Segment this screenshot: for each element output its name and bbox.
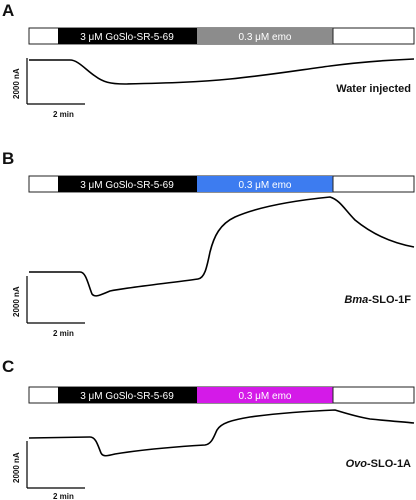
current-trace-b (29, 196, 415, 297)
scale-x-label-c: 2 min (53, 492, 74, 500)
panel-c: C 3 μM GoSlo-SR-5-69 0.3 μM emo 2000 nA … (2, 357, 415, 500)
emo-label-a: 0.3 μM emo (238, 32, 291, 43)
goslo-label-a: 3 μM GoSlo-SR-5-69 (80, 32, 174, 43)
emo-segment-a (197, 28, 333, 44)
panel-letter-b: B (2, 149, 14, 168)
scale-y-label-a: 2000 nA (12, 68, 21, 99)
emo-segment-c (197, 387, 333, 403)
panel-letter-c: C (2, 357, 14, 376)
emo-label-c: 0.3 μM emo (238, 391, 291, 402)
scale-x-label-b: 2 min (53, 329, 74, 338)
panel-b: B 3 μM GoSlo-SR-5-69 0.3 μM emo 2000 nA … (2, 149, 415, 338)
condition-label-c: Ovo-SLO-1A (346, 458, 411, 470)
condition-label-a: Water injected (336, 83, 411, 95)
scale-y-label-c: 2000 nA (12, 452, 21, 483)
condition-label-b: Bma-SLO-1F (344, 294, 411, 306)
scale-y-label-b: 2000 nA (12, 286, 21, 317)
goslo-segment-c (58, 387, 197, 403)
scale-bar-a: 2000 nA 2 min (12, 58, 85, 119)
emo-segment-b (197, 176, 333, 192)
panel-a: A 3 μM GoSlo-SR-5-69 0.3 μM emo 2000 nA … (2, 1, 415, 119)
scale-bar-c: 2000 nA 2 min (12, 441, 85, 500)
drug-application-bar-c: 3 μM GoSlo-SR-5-69 0.3 μM emo (28, 386, 415, 404)
current-trace-a (29, 58, 415, 85)
current-trace-c (28, 409, 415, 457)
scale-x-label-a: 2 min (53, 110, 74, 119)
drug-application-bar-a: 3 μM GoSlo-SR-5-69 0.3 μM emo (28, 27, 415, 45)
goslo-segment-b (58, 176, 197, 192)
panel-letter-a: A (2, 1, 14, 20)
emo-label-b: 0.3 μM emo (238, 180, 291, 191)
goslo-label-b: 3 μM GoSlo-SR-5-69 (80, 180, 174, 191)
scale-bar-b: 2000 nA 2 min (12, 276, 85, 338)
drug-application-bar-b: 3 μM GoSlo-SR-5-69 0.3 μM emo (28, 175, 415, 193)
goslo-label-c: 3 μM GoSlo-SR-5-69 (80, 391, 174, 402)
goslo-segment-a (58, 28, 197, 44)
